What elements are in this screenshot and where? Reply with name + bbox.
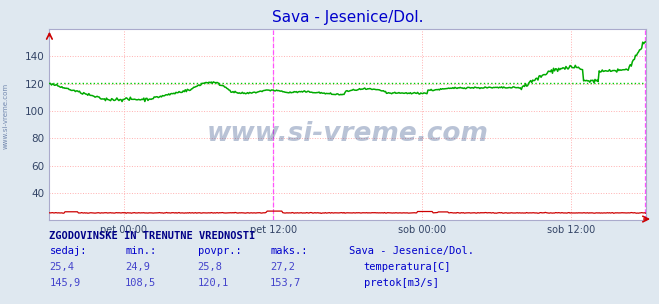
Text: sedaj:: sedaj: xyxy=(49,246,87,256)
Text: 25,4: 25,4 xyxy=(49,262,74,272)
Text: www.si-vreme.com: www.si-vreme.com xyxy=(3,82,9,149)
Text: min.:: min.: xyxy=(125,246,156,256)
Text: 24,9: 24,9 xyxy=(125,262,150,272)
Title: Sava - Jesenice/Dol.: Sava - Jesenice/Dol. xyxy=(272,10,423,25)
Text: 108,5: 108,5 xyxy=(125,278,156,288)
Text: pretok[m3/s]: pretok[m3/s] xyxy=(364,278,439,288)
Text: temperatura[C]: temperatura[C] xyxy=(364,262,451,272)
Text: 120,1: 120,1 xyxy=(198,278,229,288)
Text: www.si-vreme.com: www.si-vreme.com xyxy=(207,121,488,147)
Text: 153,7: 153,7 xyxy=(270,278,301,288)
Text: ZGODOVINSKE IN TRENUTNE VREDNOSTI: ZGODOVINSKE IN TRENUTNE VREDNOSTI xyxy=(49,231,256,241)
Text: 27,2: 27,2 xyxy=(270,262,295,272)
Text: maks.:: maks.: xyxy=(270,246,308,256)
Text: povpr.:: povpr.: xyxy=(198,246,241,256)
Text: Sava - Jesenice/Dol.: Sava - Jesenice/Dol. xyxy=(349,246,474,256)
Text: 145,9: 145,9 xyxy=(49,278,80,288)
Text: 25,8: 25,8 xyxy=(198,262,223,272)
